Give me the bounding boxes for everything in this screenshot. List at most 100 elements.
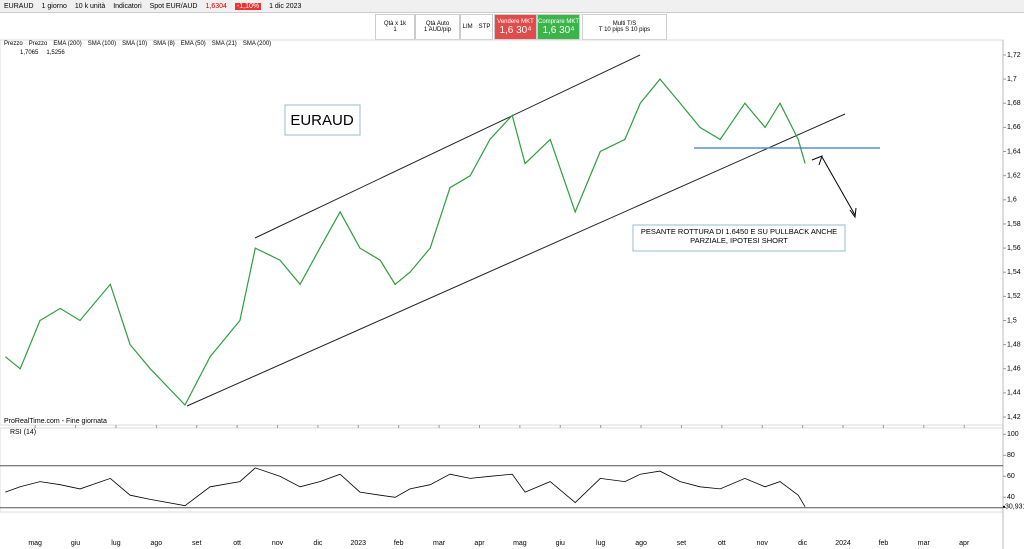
x-tick-label: feb [394, 540, 404, 547]
y-tick-label: 1,42 [1007, 414, 1021, 421]
y-tick-label: 1,68 [1007, 100, 1021, 107]
legend-item[interactable]: EMA (50) [180, 41, 206, 47]
trend-line [254, 54, 641, 239]
x-tick-label: mag [513, 540, 527, 547]
x-tick-label: giu [71, 540, 80, 547]
x-tick-label: ago [635, 540, 647, 547]
legend-item[interactable]: SMA (21) [211, 41, 237, 47]
x-tick-label: dic [798, 540, 807, 547]
y-tick-label: 1,46 [1007, 366, 1021, 373]
y-tick-label: 1,48 [1007, 341, 1021, 348]
y-tick-label: 40 [1007, 494, 1015, 501]
rsi-title: RSI (14) [10, 429, 36, 436]
high: 1,7065 [20, 50, 39, 56]
y-tick-label: 1,56 [1007, 245, 1021, 252]
sell: Vendere MKT [497, 18, 534, 25]
buy-button[interactable]: Comprare MKT 1,6 30⁴ [537, 14, 580, 40]
indicators[interactable]: Indicatori [113, 2, 142, 10]
x-tick-label: nov [272, 540, 284, 547]
x-tick-label: mag [28, 540, 42, 547]
timeframe[interactable]: 1 giorno [41, 2, 67, 10]
chart-title: EURAUD [290, 112, 354, 129]
price-pane [0, 39, 1004, 426]
x-tick-label: ott [233, 540, 241, 547]
x-tick-label: lug [596, 540, 605, 547]
y-tick-label: 80 [1007, 452, 1015, 459]
arrow-head [811, 155, 823, 166]
multi: Multi T/S [612, 21, 637, 27]
toolbar: EURAUD 1 giorno 10 k unità Indicatori Sp… [0, 0, 1024, 13]
t: T [598, 27, 603, 33]
y-tick-label: 1,52 [1007, 293, 1021, 300]
series-line [4, 78, 806, 407]
legend-item[interactable]: Prezzo [4, 41, 23, 47]
x-tick-label: giu [556, 540, 565, 547]
x-tick-label: set [192, 540, 201, 547]
x-tick-label: lug [111, 540, 120, 547]
multi-ts[interactable]: Multi T/S T 10 pips S 10 pips [582, 14, 667, 40]
stp[interactable]: STP [478, 24, 491, 30]
legend-item[interactable]: SMA (10) [122, 41, 148, 47]
date: 1 dic 2023 [269, 2, 302, 10]
arrow [821, 156, 856, 216]
x-tick-label: nov [757, 540, 769, 547]
lim[interactable]: LIM [462, 24, 473, 30]
ts-row: T 10 pips S 10 pips [599, 27, 650, 33]
x-tick-label: ago [150, 540, 162, 547]
y-tick-label: 1,5 [1007, 317, 1017, 324]
y-tick-label: 1,54 [1007, 269, 1021, 276]
arrow-head [849, 207, 857, 219]
label: Qtà x 1k [384, 21, 406, 27]
qty: Qtà [383, 21, 394, 27]
symbol[interactable]: EURAUD [4, 2, 34, 10]
instrument: Spot EUR/AUD [149, 2, 198, 10]
sell-price: 1,6 30⁴ [499, 24, 532, 36]
y-tick-label: 1,66 [1007, 124, 1021, 131]
x-tick-label: mar [918, 540, 931, 547]
last-value: 30,931 [1005, 504, 1024, 511]
source: ProRealTime.com - Fine giornata [4, 418, 107, 425]
mult: x 1k [395, 21, 407, 27]
t-val: 10 [604, 27, 611, 33]
s-unit: pips [639, 27, 651, 33]
x-tick-label: feb [879, 540, 889, 547]
legend-item[interactable]: SMA (100) [87, 41, 117, 47]
buy-price: 1,6 30⁴ [542, 24, 575, 36]
x-tick-label: 2023 [351, 540, 367, 547]
qty-value: 1 [393, 27, 397, 33]
note-wrap: PESANTE ROTTURA DI 1.6450 E SU PULLBACK … [641, 227, 837, 245]
price: 1,6304 [205, 2, 227, 10]
y-tick-label: 1,6 [1007, 197, 1017, 204]
y-tick-label: 1,64 [1007, 148, 1021, 155]
y-tick-label: 60 [1007, 473, 1015, 480]
y-tick-label: 100 [1007, 431, 1019, 438]
y-tick-label: 1,58 [1007, 221, 1021, 228]
x-tick-label: dic [313, 540, 322, 547]
legend-item[interactable]: EMA (200) [53, 41, 82, 47]
units[interactable]: 10 k unità [74, 2, 106, 10]
x-tick-label: set [677, 540, 686, 547]
legend-item[interactable]: SMA (8) [153, 41, 175, 47]
sell-button[interactable]: Vendere MKT 1,6 30⁴ [494, 14, 537, 40]
y-tick-label: 1,62 [1007, 172, 1021, 179]
legend-item[interactable]: SMA (200) [242, 41, 272, 47]
x-tick-label: 2024 [835, 540, 851, 547]
x-tick-label: apr [959, 540, 970, 547]
y-tick-label: 1,44 [1007, 390, 1021, 397]
t-unit: pips [612, 27, 624, 33]
qty-auto: Qtà Auto [425, 21, 450, 27]
low: 1,5256 [46, 50, 65, 56]
last-value-mark [1003, 505, 1005, 508]
hl: 1,7065 1,5256 [20, 50, 65, 56]
indicator-legend: Prezzo Prezzo EMA (200) SMA (100) SMA (10) SM… [4, 41, 271, 47]
s: S [625, 27, 630, 33]
label: 1 AUD/pip [424, 27, 451, 33]
buy: Comprare MKT [538, 18, 580, 25]
legend-item[interactable]: Prezzo [28, 41, 48, 47]
trend-line [186, 113, 846, 407]
unit: AUD/pip [428, 27, 452, 33]
x-tick-label: ott [718, 540, 726, 547]
x-tick-label: mar [433, 540, 446, 547]
